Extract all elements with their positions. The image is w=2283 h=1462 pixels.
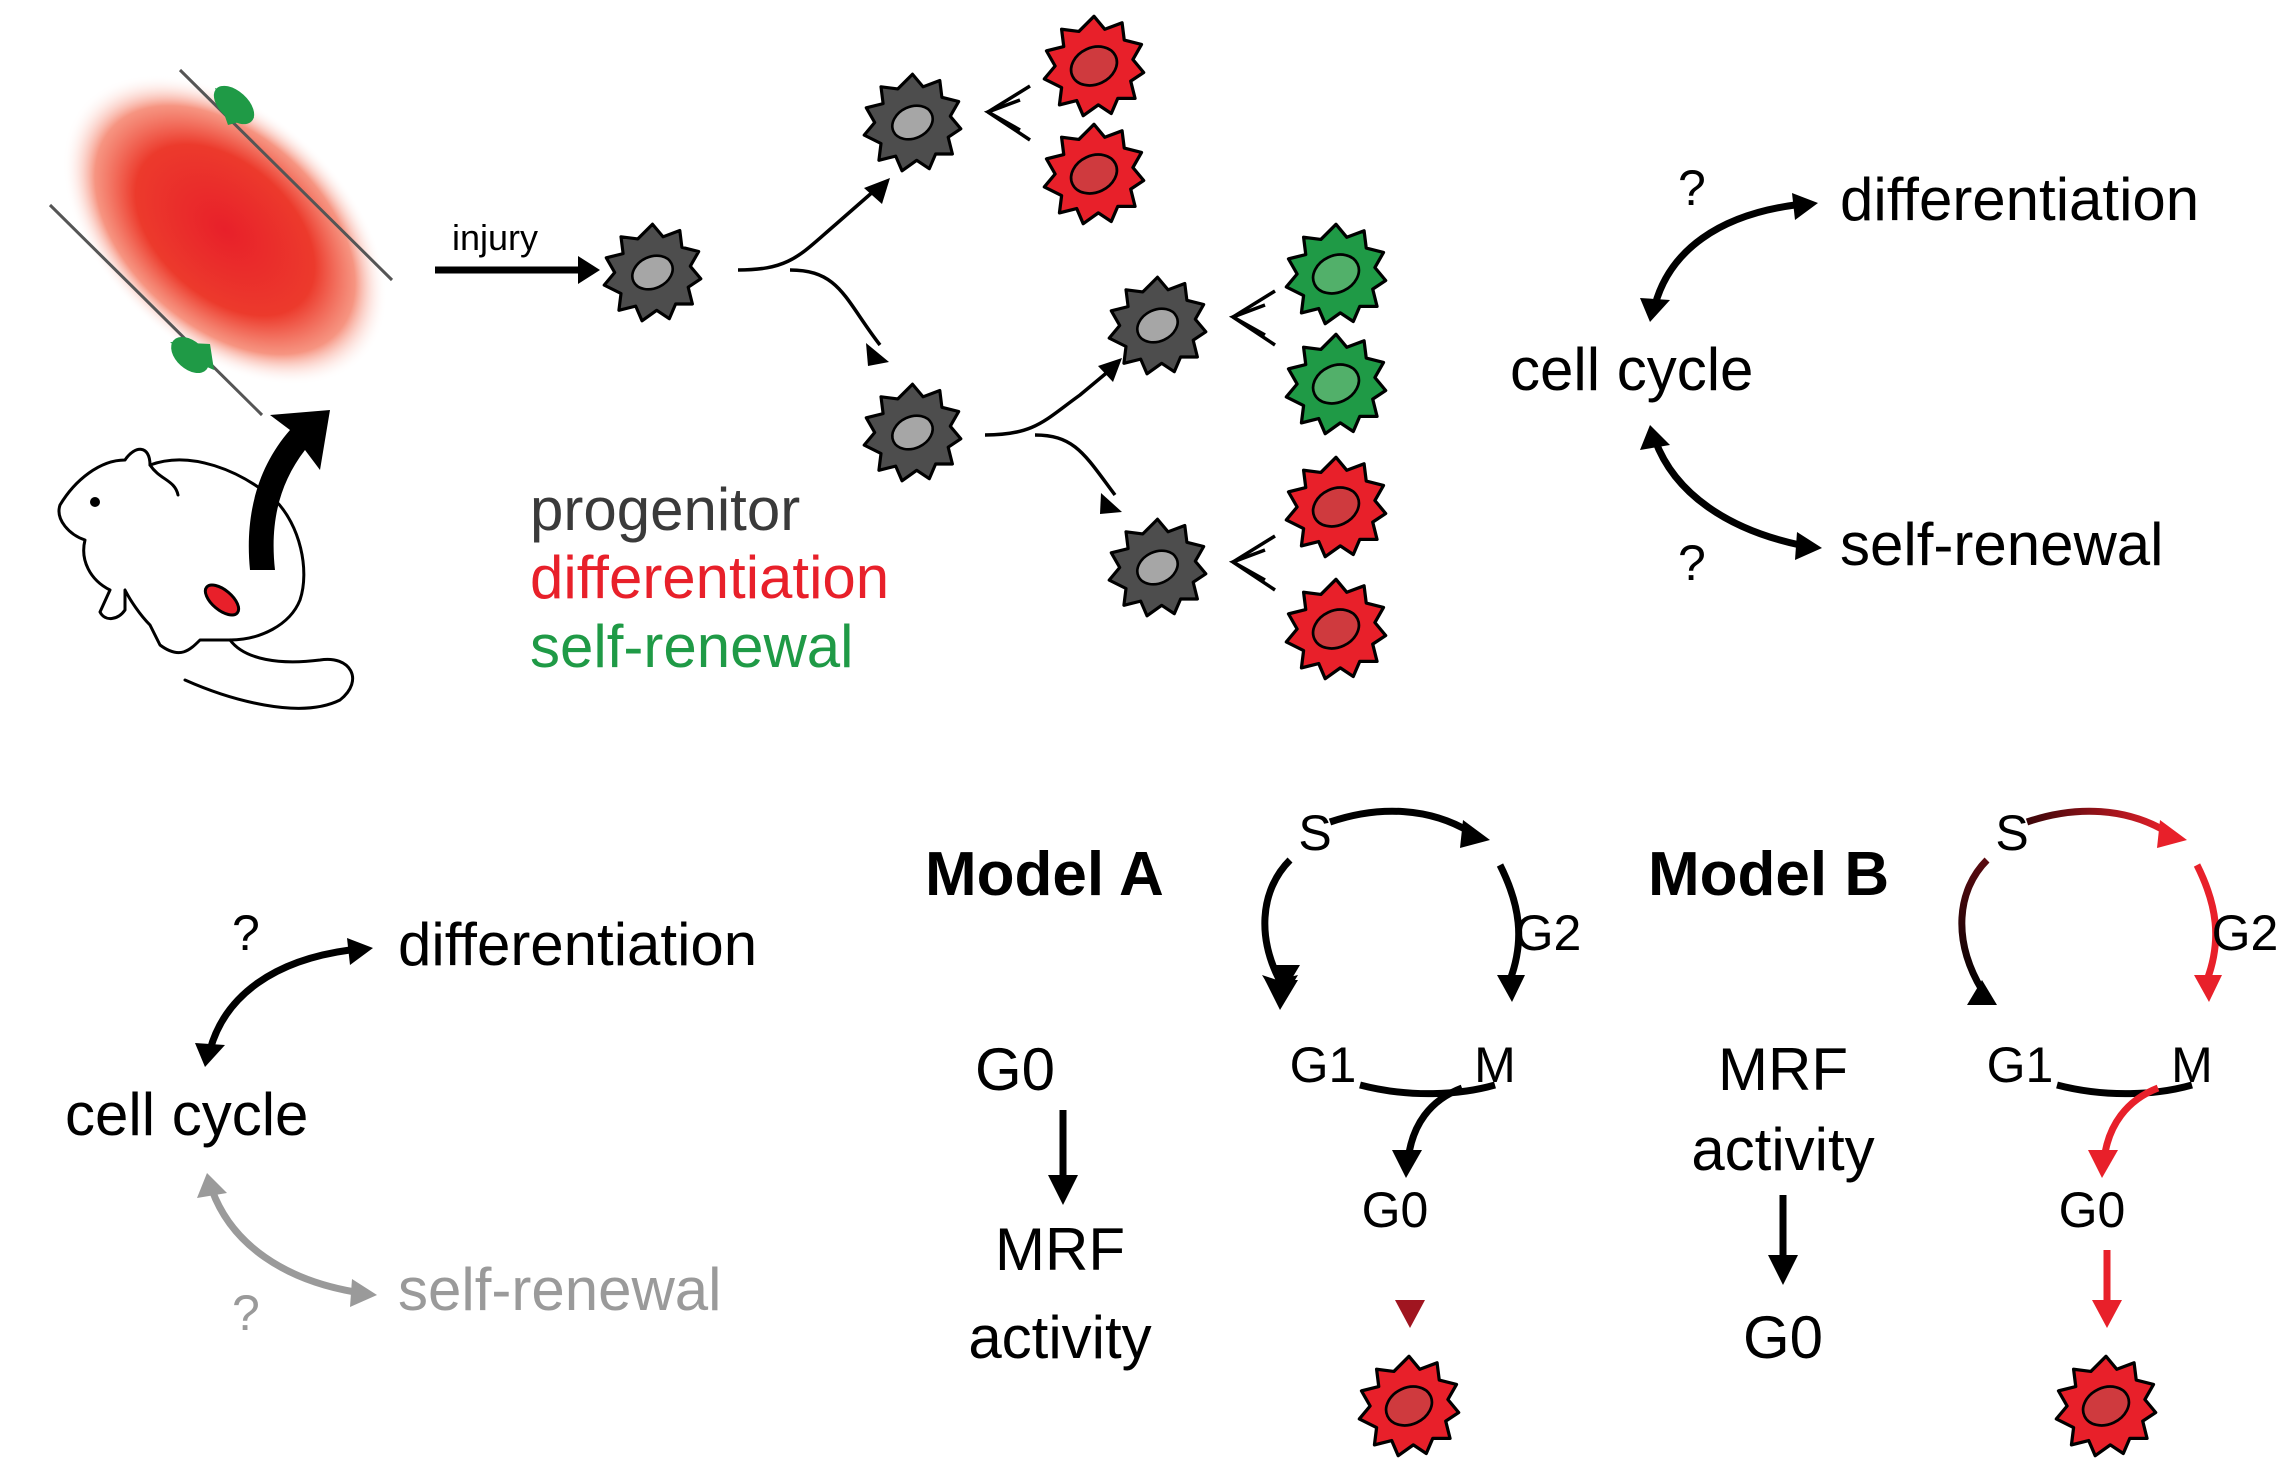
model-a-mrf-line2: activity bbox=[968, 1304, 1151, 1371]
model-b-cell-cycle-ring bbox=[1958, 807, 2220, 1098]
model-b-mrf-line2: activity bbox=[1691, 1116, 1874, 1183]
top-cell-cycle-label: cell cycle bbox=[1510, 336, 1753, 403]
model-a: Model A G0 MRF activity S G2 M G1 G0 bbox=[925, 805, 1582, 1458]
legend-progenitor: progenitor bbox=[530, 476, 800, 543]
model-b-title: Model B bbox=[1648, 840, 1889, 909]
model-b-g0-cycle: G0 bbox=[2059, 1182, 2126, 1238]
bl-question-bottom: ? bbox=[232, 1285, 260, 1341]
top-self-renewal-label: self-renewal bbox=[1840, 511, 2163, 578]
model-a-g0-cycle: G0 bbox=[1362, 1182, 1429, 1238]
muscle-fiber-illustration bbox=[48, 68, 394, 417]
model-a-title: Model A bbox=[925, 840, 1164, 909]
mouse-eye bbox=[90, 497, 100, 507]
legend-self-renewal: self-renewal bbox=[530, 613, 853, 680]
bl-question-top: ? bbox=[232, 905, 260, 961]
bl-differentiation-label: differentiation bbox=[398, 911, 757, 978]
model-b-mrf-line1: MRF bbox=[1718, 1036, 1848, 1103]
top-cycle-diagram: cell cycle differentiation self-renewal … bbox=[1510, 160, 2199, 591]
self-renewed-cell bbox=[1284, 332, 1388, 436]
progenitor-cell-root bbox=[602, 222, 703, 323]
division-arrows bbox=[983, 84, 1276, 592]
mouse-illustration bbox=[57, 447, 354, 710]
model-b-s: S bbox=[1995, 805, 2028, 861]
model-a-mrf-line1: MRF bbox=[995, 1216, 1125, 1283]
progenitor-cell-4 bbox=[1107, 517, 1208, 618]
model-b-m: M bbox=[2171, 1037, 2213, 1093]
injured-muscle-spot bbox=[203, 583, 241, 617]
differentiated-cell bbox=[1284, 577, 1388, 681]
progenitor-cell-3 bbox=[1107, 275, 1208, 376]
model-a-s: S bbox=[1298, 805, 1331, 861]
injury-label: injury bbox=[452, 217, 538, 258]
bl-cell-cycle-label: cell cycle bbox=[65, 1081, 308, 1148]
model-a-m: M bbox=[1474, 1037, 1516, 1093]
self-renewed-cell bbox=[1284, 222, 1388, 326]
top-differentiation-label: differentiation bbox=[1840, 166, 2199, 233]
differentiated-cell bbox=[1042, 14, 1146, 118]
progenitor-cell-upper bbox=[862, 72, 963, 173]
model-b-g2: G2 bbox=[2212, 905, 2279, 961]
model-b-g0: G0 bbox=[1743, 1304, 1823, 1371]
bottom-left-cycle-diagram: cell cycle differentiation self-renewal … bbox=[65, 905, 757, 1341]
lineage-tree bbox=[737, 188, 1117, 497]
legend-differentiation: differentiation bbox=[530, 544, 889, 611]
curved-up-arrow bbox=[248, 410, 330, 570]
model-b-g1: G1 bbox=[1987, 1037, 2054, 1093]
model-b-differentiated-cell bbox=[2054, 1354, 2158, 1458]
bottom-question-mark: ? bbox=[1678, 535, 1706, 591]
differentiated-cell bbox=[1042, 122, 1146, 226]
model-a-g1: G1 bbox=[1290, 1037, 1357, 1093]
top-question-mark: ? bbox=[1678, 160, 1706, 216]
model-b: Model B MRF activity G0 S G2 M G1 G0 bbox=[1648, 805, 2279, 1458]
differentiated-cell bbox=[1284, 455, 1388, 559]
model-a-g0: G0 bbox=[975, 1036, 1055, 1103]
model-a-g2: G2 bbox=[1515, 905, 1582, 961]
progenitor-cell-lower bbox=[862, 382, 963, 483]
bl-self-renewal-label: self-renewal bbox=[398, 1256, 721, 1323]
model-a-differentiated-cell bbox=[1357, 1354, 1461, 1458]
